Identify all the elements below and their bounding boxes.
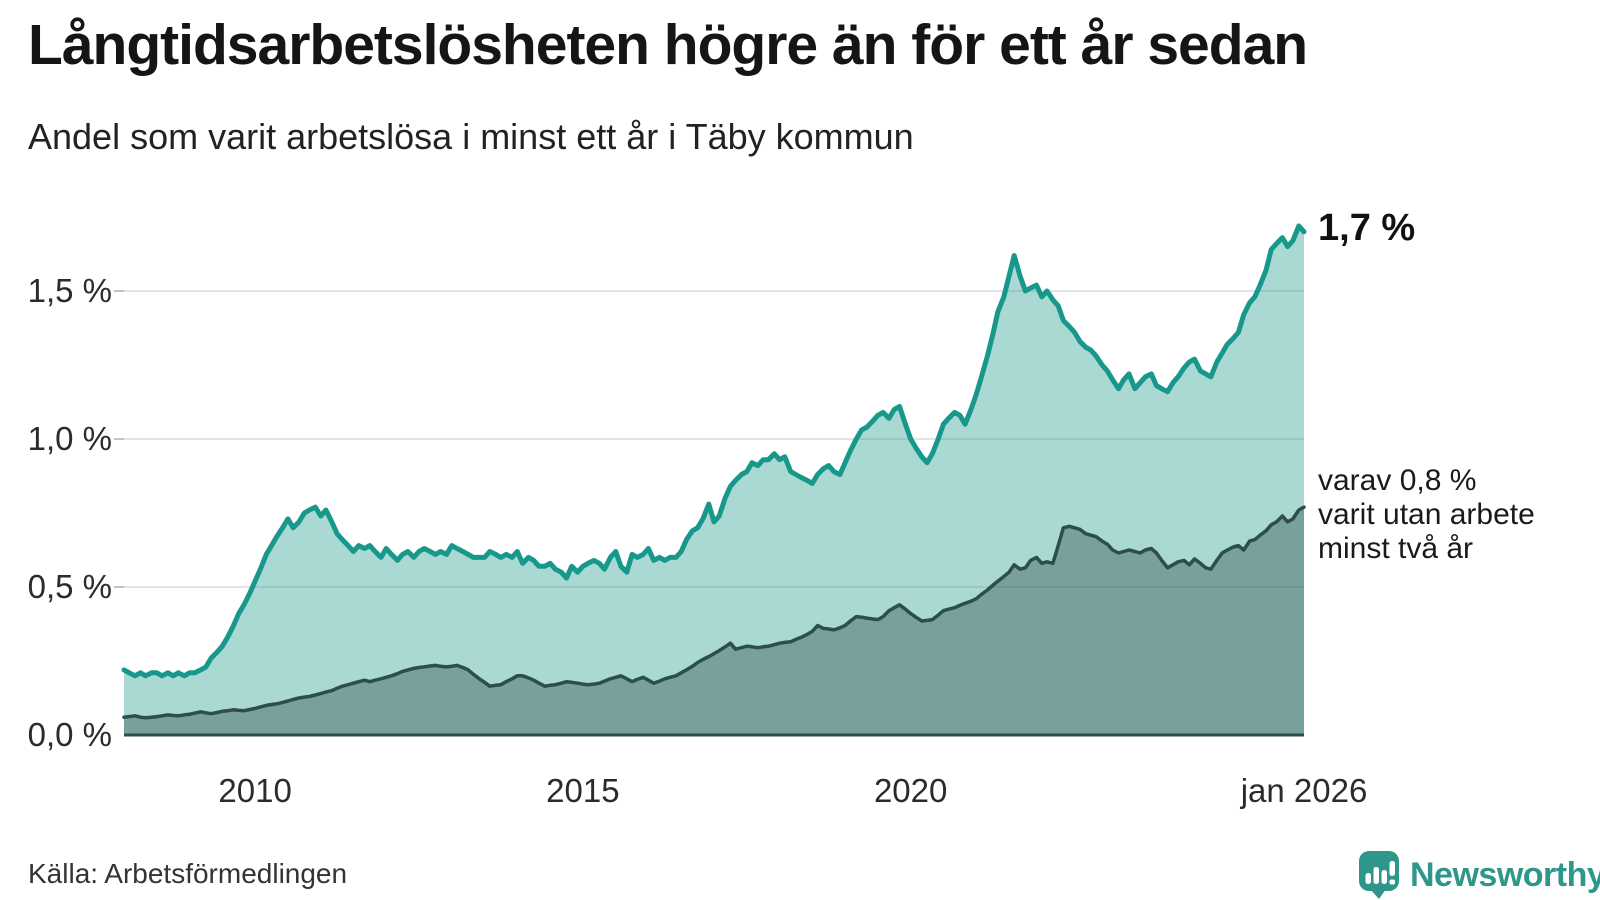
x-tick-label: 2015	[546, 772, 620, 809]
x-tick-label: jan 2026	[1240, 772, 1368, 809]
newsworthy-wordmark: Newsworthy	[1410, 855, 1600, 894]
y-tick-label: 0,5 %	[27, 568, 112, 605]
series-area-2	[124, 507, 1304, 735]
y-tick-label: 1,5 %	[27, 272, 112, 309]
series2-annotation-line3: minst två år	[1318, 532, 1474, 565]
x-axis-labels: 2010 2015 2020 jan 2026	[0, 772, 1600, 818]
series-line-2	[122, 505, 1306, 720]
source-credit: Källa: Arbetsförmedlingen	[28, 858, 348, 889]
newsworthy-logo: Newsworthy	[1358, 850, 1600, 900]
y-tick-label: 1,0 %	[27, 420, 112, 457]
series2-annotation: varav 0,8 % varit utan arbete minst två …	[1318, 464, 1535, 566]
series2-annotation-line1: varav 0,8 %	[1318, 464, 1477, 497]
series2-annotation-line2: varit utan arbete	[1318, 498, 1535, 531]
series1-end-value-label: 1,7 %	[1318, 207, 1416, 249]
series-area-1	[124, 225, 1304, 735]
chart-title: Långtidsarbetslösheten högre än för ett …	[28, 13, 1308, 77]
newsworthy-bubble-chart-icon	[1359, 851, 1399, 899]
y-tick-label: 0,0 %	[27, 716, 112, 753]
x-tick-label: 2010	[218, 772, 292, 809]
x-tick-label: 2020	[873, 772, 948, 809]
series-line-1	[121, 223, 1307, 679]
y-axis-labels: 0,0 % 0,5 % 1,0 % 1,5 %	[0, 0, 112, 900]
chart-subtitle: Andel som varit arbetslösa i minst ett å…	[28, 116, 914, 157]
